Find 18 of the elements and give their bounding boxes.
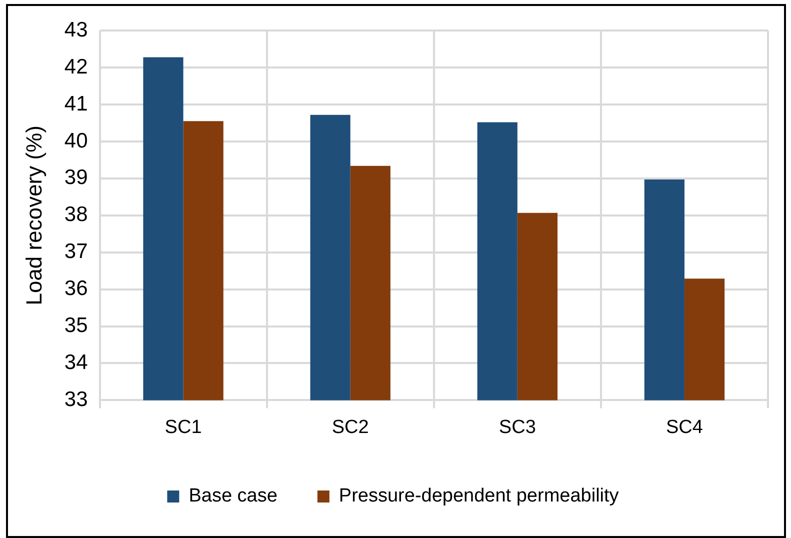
y-tick-label: 39	[64, 166, 88, 190]
y-tick-label: 34	[64, 351, 88, 374]
y-tick-label: 35	[64, 314, 88, 338]
y-axis-title: Load recovery (%)	[21, 126, 46, 306]
y-tick-label: 36	[64, 277, 88, 300]
y-tick-label: 41	[64, 92, 88, 116]
legend-label: Base case	[188, 486, 278, 507]
y-tick-label: 42	[64, 55, 88, 78]
y-tick-label: 40	[64, 129, 88, 152]
y-tick-label: 37	[64, 240, 88, 264]
y-tick-label: 38	[64, 203, 88, 226]
x-tick-label: SC3	[498, 416, 536, 438]
x-tick-label: SC2	[332, 416, 369, 438]
legend-label: Pressure-dependent permeability	[338, 486, 620, 507]
x-tick-label: SC4	[666, 416, 704, 438]
x-tick-label: SC1	[164, 416, 202, 438]
y-tick-label: 43	[64, 18, 88, 42]
y-tick-label: 33	[64, 388, 88, 411]
